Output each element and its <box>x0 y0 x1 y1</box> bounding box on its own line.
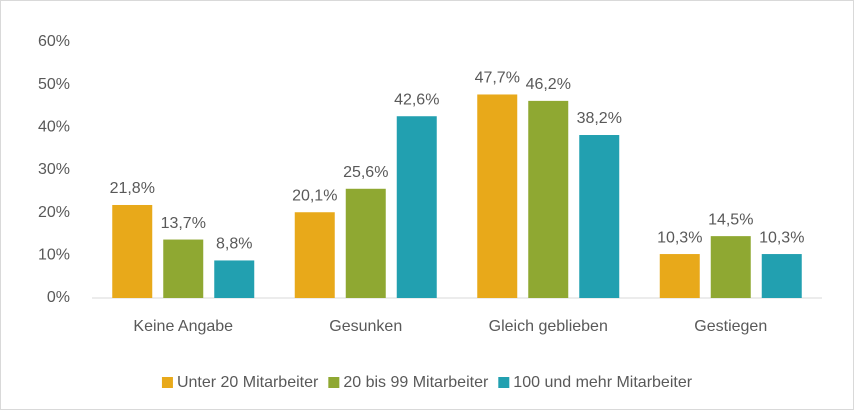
value-label: 47,7% <box>475 70 520 87</box>
value-label: 38,2% <box>577 110 622 127</box>
bar <box>659 254 700 298</box>
bar <box>761 254 802 298</box>
bar <box>345 188 386 298</box>
value-label: 20,1% <box>292 187 337 204</box>
legend-swatch <box>161 377 173 388</box>
value-label: 42,6% <box>394 91 439 108</box>
legend-swatch <box>498 377 510 388</box>
x-tick-label: Keine Angabe <box>133 318 233 335</box>
value-label: 14,5% <box>708 211 753 228</box>
value-label: 10,3% <box>759 229 804 246</box>
legend-label: Unter 20 Mitarbeiter <box>177 374 319 391</box>
x-tick-label: Gestiegen <box>694 318 767 335</box>
legend-swatch <box>328 377 340 388</box>
legend-label: 100 und mehr Mitarbeiter <box>513 374 692 391</box>
y-tick-label: 30% <box>38 161 70 178</box>
bar <box>112 204 153 298</box>
value-label: 46,2% <box>526 76 571 93</box>
value-label: 10,3% <box>657 229 702 246</box>
value-label: 25,6% <box>343 164 388 181</box>
bar <box>528 100 569 298</box>
y-tick-label: 10% <box>38 247 70 264</box>
value-label: 13,7% <box>161 215 206 232</box>
value-label: 8,8% <box>216 236 252 253</box>
bar <box>396 116 437 299</box>
y-tick-label: 40% <box>38 119 70 136</box>
bar <box>579 135 620 298</box>
bar <box>294 212 335 298</box>
bar <box>163 239 204 298</box>
value-label: 21,8% <box>110 180 155 197</box>
y-tick-label: 60% <box>38 33 70 50</box>
x-tick-label: Gesunken <box>329 318 402 335</box>
bar <box>214 260 255 298</box>
legend-label: 20 bis 99 Mitarbeiter <box>343 374 489 391</box>
bar <box>710 236 751 298</box>
x-tick-label: Gleich geblieben <box>489 318 608 335</box>
bar <box>477 94 518 298</box>
y-tick-label: 20% <box>38 204 70 221</box>
y-tick-label: 50% <box>38 76 70 93</box>
y-tick-label: 0% <box>47 289 70 306</box>
